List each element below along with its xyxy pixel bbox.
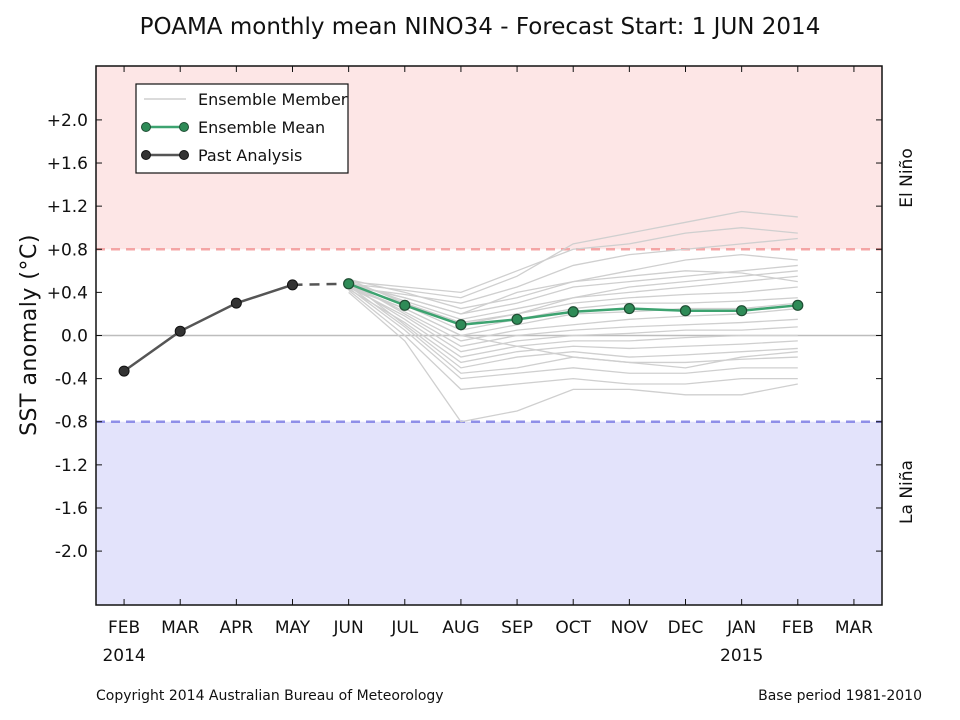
ensemble-member-line (348, 291, 798, 423)
ensemble-member-line (348, 284, 798, 358)
la-nina-band-label: La Niña (897, 460, 917, 524)
x-tick-label: FEB (782, 618, 814, 638)
x-tick-label: SEP (501, 618, 533, 638)
x-tick-label: NOV (611, 618, 649, 638)
x-year-label: 2014 (102, 646, 145, 666)
y-tick-label: -0.8 (55, 413, 88, 433)
ensemble-member-line (348, 285, 798, 324)
ensemble-mean-point (679, 305, 692, 317)
legend-past-analysis-marker (179, 150, 189, 160)
y-tick-label: +1.2 (47, 197, 88, 217)
ensemble-mean-point (511, 313, 523, 325)
past-analysis-point (174, 325, 186, 337)
ensemble-member-line (348, 227, 798, 294)
ensemble-mean-point (343, 278, 355, 290)
y-tick-label: +2.0 (47, 111, 88, 131)
y-tick-label: -1.6 (55, 499, 88, 519)
ensemble-member-line (348, 288, 798, 364)
legend-past-analysis-marker (141, 150, 151, 160)
y-tick-label: -1.2 (55, 456, 88, 476)
x-tick-label: JUN (333, 618, 364, 638)
past-analysis-point (230, 297, 242, 309)
ensemble-member-line (348, 270, 798, 326)
past-analysis-point (287, 279, 298, 291)
ensemble-mean-point (792, 299, 804, 311)
ensemble-member-line (348, 285, 798, 369)
y-tick-label: +0.4 (47, 283, 88, 303)
base-period-text: Base period 1981-2010 (758, 688, 922, 704)
ensemble-member-line (348, 281, 798, 369)
el-nino-band-label: El Niño (897, 148, 917, 207)
y-tick-label: +1.6 (47, 154, 88, 174)
ensemble-member-line (348, 270, 798, 315)
x-tick-label: JUL (390, 618, 418, 638)
ensemble-member-line (348, 289, 798, 391)
x-tick-label: OCT (555, 618, 591, 638)
ensemble-member-line (348, 283, 798, 342)
x-tick-label: JAN (726, 618, 756, 638)
x-tick-label: FEB (108, 618, 140, 638)
ensemble-mean-point (455, 319, 467, 331)
ensemble-member-line (348, 287, 798, 380)
x-tick-label: MAR (835, 618, 873, 638)
past-analysis-point (118, 365, 130, 377)
ensemble-member-line (348, 286, 798, 353)
x-year-label: 2015 (720, 646, 763, 666)
ensemble-mean-point (567, 306, 579, 318)
copyright-text: Copyright 2014 Australian Bureau of Mete… (96, 688, 444, 704)
x-tick-label: MAR (161, 618, 199, 638)
y-tick-label: -2.0 (55, 542, 88, 562)
la-nina-band (96, 421, 882, 605)
ensemble-member-line (348, 210, 798, 299)
legend-entry-label: Past Analysis (198, 146, 302, 165)
ensemble-mean-point (736, 305, 748, 317)
y-tick-label: -0.4 (55, 370, 88, 390)
x-tick-label: AUG (442, 618, 479, 638)
legend-entry-label: Ensemble Member (198, 90, 348, 109)
chart-title: POAMA monthly mean NINO34 - Forecast Sta… (140, 14, 821, 40)
legend-entry-label: Ensemble Mean (198, 118, 325, 137)
legend-box (135, 83, 349, 174)
past-forecast-link-line (292, 282, 349, 287)
ensemble-mean-point (623, 302, 635, 315)
legend-ensemble-mean-marker (179, 122, 189, 132)
x-tick-label: MAY (275, 618, 311, 638)
y-tick-label: 0.0 (61, 327, 88, 347)
ensemble-mean-point (399, 299, 411, 311)
x-tick-label: DEC (668, 618, 704, 638)
y-axis-label: SST anomaly (°C) (17, 234, 42, 436)
legend: Ensemble Member Ensemble Mean Past Analysi… (135, 83, 349, 174)
plot-area: -2.0 -1.6 -1.2 -0.8 -0.4 0.0 +0.4 +0.8 +1.2 +1.6 +… (47, 65, 883, 666)
legend-ensemble-mean-marker (141, 122, 151, 132)
ensemble-member-line (348, 281, 798, 347)
past-analysis-line (123, 283, 293, 373)
x-tick-label: APR (220, 618, 254, 638)
y-tick-label: +0.8 (47, 240, 88, 260)
